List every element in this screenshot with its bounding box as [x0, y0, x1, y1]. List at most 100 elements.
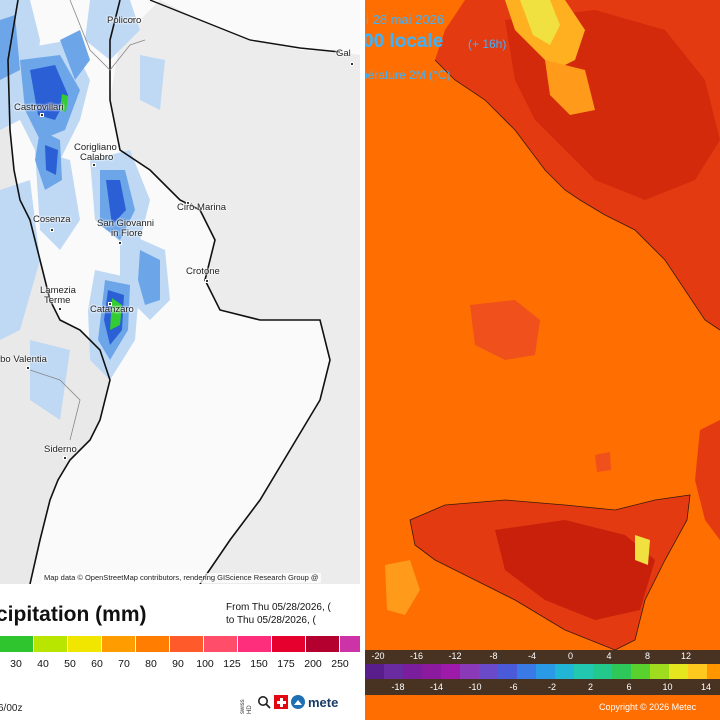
city-label-crotone: Crotone [186, 266, 220, 277]
temp-scale-top-label: -16 [409, 651, 424, 661]
city-label-cosenza: Cosenza [33, 214, 71, 225]
city-label-terme: Terme [44, 295, 71, 306]
temp-scale-bottom-label: -2 [547, 682, 557, 692]
temp-scale-top-label: 8 [644, 651, 651, 661]
temp-scale-swatch [479, 664, 498, 679]
temp-scale-top-label: -12 [448, 651, 462, 661]
zoom-icon[interactable] [257, 695, 271, 709]
precipitation-panel: Policoro Castrovillari Corigliano Calabr… [0, 0, 360, 715]
sicily-hot-area [495, 520, 655, 620]
precip-scale-swatch [136, 636, 170, 652]
temp-scale-bottom-label: 6 [626, 682, 632, 692]
precip-scale-swatch [0, 636, 34, 652]
temperature-scale-bottom-labels: -18 -14 -10 -6 -2 2 6 10 14 [365, 679, 720, 695]
precip-scale-swatch [272, 636, 306, 652]
period-to: to Thu 05/28/2026, ( [226, 615, 316, 626]
city-label-policoro: Policoro [107, 15, 142, 26]
panel-divider [360, 0, 365, 720]
precipitation-title: cipitation (mm) [0, 603, 147, 626]
temp-scale-swatch [422, 664, 441, 679]
temperature-panel: i 28 mai 2026 00 locale (+ 16h) pérature… [365, 0, 720, 720]
rain-green [60, 94, 122, 330]
precip-scale-label: 70 [118, 658, 130, 670]
temp-scale-swatch [688, 664, 707, 679]
temp-scale-swatch [403, 664, 422, 679]
precipitation-map-svg [0, 0, 360, 584]
temp-scale-swatch [536, 664, 555, 679]
temp-scale-swatch [631, 664, 650, 679]
temp-scale-swatch [517, 664, 536, 679]
temp-scale-top-label: 12 [680, 651, 692, 661]
precip-scale-label: 125 [223, 658, 241, 670]
city-dot [108, 302, 112, 306]
highland-area [545, 60, 595, 115]
city-label-calabro: Calabro [80, 152, 114, 163]
city-dot [186, 201, 190, 205]
precipitation-scale-labels: 304050607080901001251501752002503 [0, 658, 360, 672]
temp-scale-bottom-label: -14 [429, 682, 444, 692]
precip-scale-label: 80 [145, 658, 157, 670]
city-label-gallipoli: Gal [336, 48, 351, 59]
temp-scale-top-label: 0 [567, 651, 574, 661]
logo-area[interactable]: swiss HD mete [240, 690, 338, 715]
calabria-tip-area [695, 420, 720, 540]
precip-scale-swatch [102, 636, 136, 652]
forecast-variable: pérature 2M (°C) [365, 68, 451, 82]
temp-scale-swatch [574, 664, 593, 679]
temp-scale-swatch [441, 664, 460, 679]
city-dot [40, 113, 44, 117]
temp-scale-bottom-label: -6 [509, 682, 518, 692]
temp-scale-top-label: -4 [527, 651, 537, 661]
meteoblue-logo-icon [291, 695, 305, 709]
precip-scale-label: 100 [196, 658, 214, 670]
small-island-area [470, 300, 540, 360]
north-coastline [149, 0, 341, 53]
forecast-time: 00 locale [365, 31, 444, 52]
aeolian-island-area [595, 452, 611, 472]
temp-scale-swatch [555, 664, 574, 679]
precip-scale-swatch [340, 636, 360, 652]
precip-scale-label: 50 [64, 658, 76, 670]
city-dot [205, 279, 209, 283]
precip-scale-label: 40 [37, 658, 49, 670]
precip-scale-label: 150 [250, 658, 268, 670]
city-label-siderno: Siderno [44, 444, 77, 455]
temp-scale-swatch [707, 664, 720, 679]
city-dot [350, 62, 354, 66]
precipitation-color-scale [0, 636, 360, 652]
west-coastline [7, 0, 111, 584]
forecast-offset: (+ 16h) [468, 37, 507, 51]
map-attribution[interactable]: Map data © OpenStreetMap contributors, r… [42, 573, 321, 583]
temp-scale-bottom-label: 10 [662, 682, 673, 692]
city-label-corigliano: Corigliano [74, 142, 117, 153]
precip-scale-label: 90 [172, 658, 184, 670]
city-dot [131, 17, 135, 21]
precip-scale-label: 30 [10, 658, 22, 670]
temp-scale-top-label: -20 [371, 651, 385, 661]
temp-scale-bottom-label: 14 [700, 682, 712, 692]
region-border [69, 0, 146, 71]
temp-scale-bottom-label: -10 [468, 682, 482, 692]
temp-scale-top-label: 4 [606, 651, 612, 661]
province-border [29, 369, 81, 441]
swiss-flag-icon [274, 695, 288, 709]
temp-scale-top-label: -8 [489, 651, 498, 661]
etna-area [635, 535, 650, 565]
precip-scale-label: 175 [277, 658, 295, 670]
temperature-map[interactable] [365, 0, 720, 650]
city-label-catanzaro: Catanzaro [90, 304, 134, 315]
temp-scale-swatch [365, 664, 384, 679]
city-dot [118, 241, 122, 245]
city-dot [63, 456, 67, 460]
precip-scale-swatch [34, 636, 68, 652]
precip-scale-label: 60 [91, 658, 103, 670]
city-label-in-fiore: in Fiore [111, 228, 143, 239]
temp-scale-swatch [384, 664, 403, 679]
temp-scale-swatch [612, 664, 631, 679]
city-label-vibo-valentia: ibo Valentia [0, 354, 47, 365]
temperature-color-scale [365, 664, 720, 679]
city-label-lamezia: Lamezia [40, 285, 76, 296]
precip-scale-label: 200 [304, 658, 322, 670]
city-dot [50, 228, 54, 232]
precipitation-map[interactable]: Policoro Castrovillari Corigliano Calabr… [0, 0, 360, 584]
